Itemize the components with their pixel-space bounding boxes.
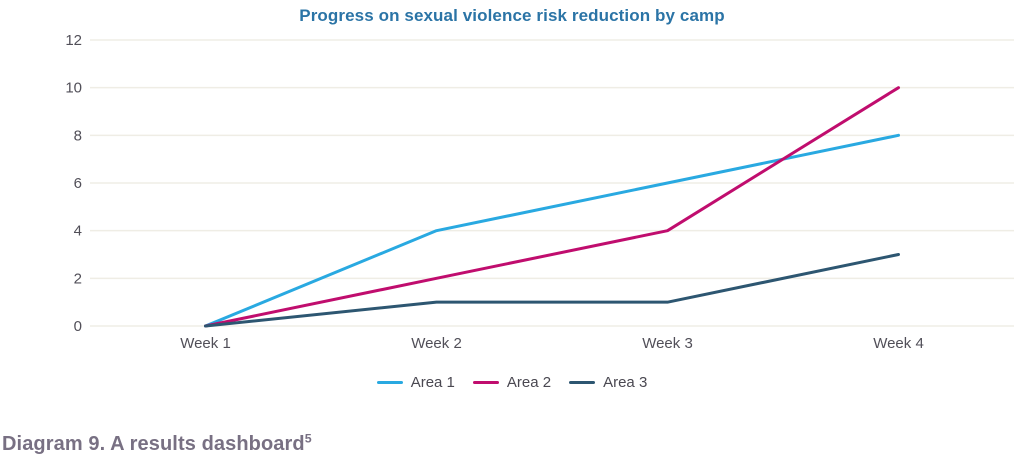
y-tick-label-2: 2 <box>74 270 82 287</box>
line-chart: 0 2 4 6 8 10 12 Week 1 Week 2 Week 3 Week 4 <box>65 32 1014 352</box>
x-tick-label-week-3: Week 3 <box>642 335 693 352</box>
legend-item-area-2: Area 2 <box>472 374 552 391</box>
legend-item-area-3: Area 3 <box>569 374 647 391</box>
y-tick-label-12: 12 <box>65 32 82 49</box>
figure-caption-text: Diagram 9. A results dashboard <box>2 433 305 455</box>
y-tick-label-6: 6 <box>74 175 82 192</box>
x-tick-label-week-1: Week 1 <box>180 335 231 352</box>
legend-label-area-2: Area 2 <box>506 374 552 391</box>
x-tick-label-week-4: Week 4 <box>873 335 924 352</box>
legend-swatch-area-2 <box>472 381 499 384</box>
series-line-area-3 <box>204 253 900 328</box>
chart-legend: Area 1 Area 2 Area 3 <box>0 374 1024 391</box>
series-line-area-2 <box>204 86 900 328</box>
legend-label-area-1: Area 1 <box>410 374 455 391</box>
figure-caption-footnote-marker: 5 <box>304 431 312 446</box>
legend-swatch-area-3 <box>569 381 596 384</box>
y-tick-label-4: 4 <box>74 223 82 240</box>
legend-item-area-1: Area 1 <box>376 374 455 391</box>
y-tick-label-0: 0 <box>74 318 82 335</box>
figure-caption: Diagram 9. A results dashboard5 <box>2 431 312 456</box>
y-tick-label-10: 10 <box>65 80 82 97</box>
legend-swatch-area-1 <box>376 381 403 384</box>
legend-label-area-3: Area 3 <box>603 374 648 391</box>
chart-title: Progress on sexual violence risk reducti… <box>299 6 725 25</box>
y-tick-label-8: 8 <box>74 127 82 144</box>
x-tick-label-week-2: Week 2 <box>411 335 462 352</box>
